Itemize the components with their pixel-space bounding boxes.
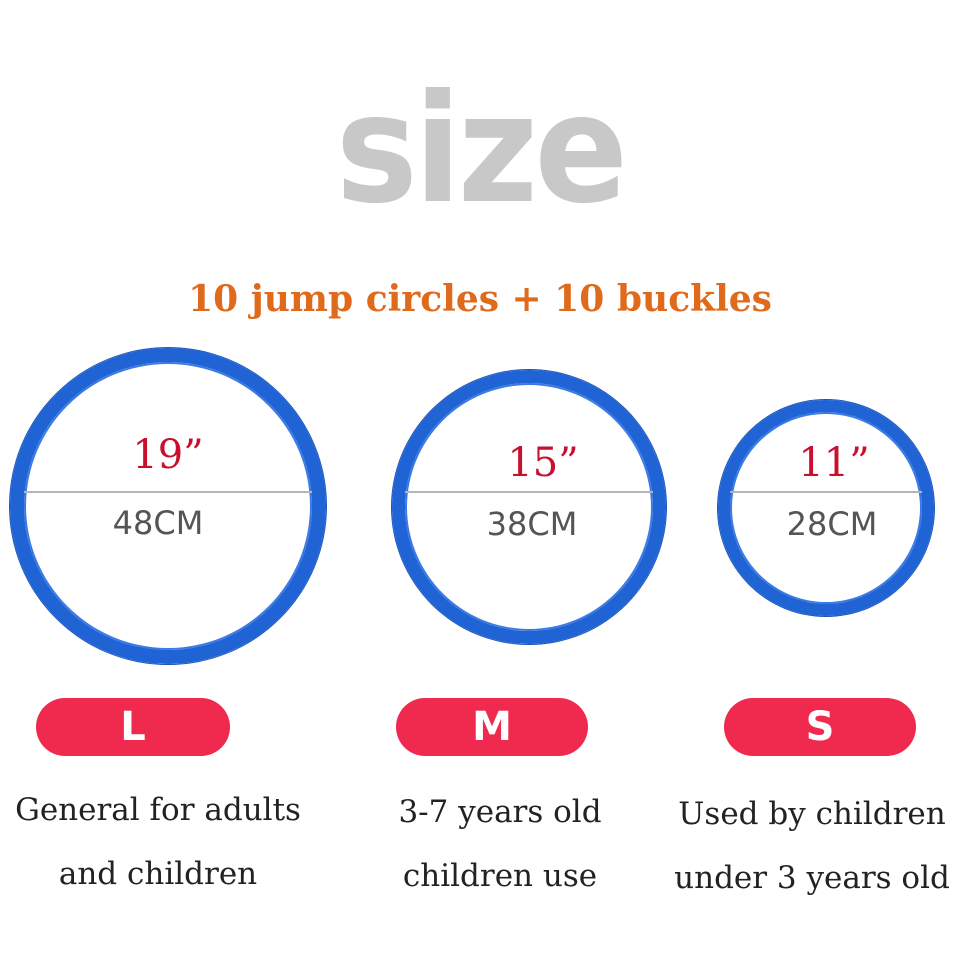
inch-label-large: 19” bbox=[132, 432, 204, 478]
inch-label-medium: 15” bbox=[507, 440, 579, 486]
description-small-line2: under 3 years old bbox=[674, 860, 950, 896]
cm-label-large: 48CM bbox=[112, 504, 204, 542]
description-medium: 3-7 years old children use bbox=[350, 780, 650, 908]
subtitle: 10 jump circles + 10 buckles bbox=[188, 278, 772, 320]
description-large-line2: and children bbox=[58, 856, 258, 892]
page-title: size bbox=[335, 63, 628, 237]
inch-label-small: 11” bbox=[798, 440, 870, 486]
description-small-line1: Used by children bbox=[678, 796, 946, 832]
size-badge-large: L bbox=[36, 698, 230, 756]
description-medium-line1: 3-7 years old bbox=[398, 794, 602, 830]
description-small: Used by children under 3 years old bbox=[664, 782, 960, 910]
size-badge-medium: M bbox=[396, 698, 588, 756]
diameter-line-large bbox=[24, 491, 312, 493]
cm-label-medium: 38CM bbox=[486, 505, 578, 543]
diameter-line-small bbox=[730, 491, 922, 493]
cm-label-small: 28CM bbox=[786, 505, 878, 543]
description-medium-line2: children use bbox=[402, 858, 598, 894]
description-large-line1: General for adults bbox=[15, 792, 301, 828]
size-badge-small: S bbox=[724, 698, 916, 756]
diameter-line-medium bbox=[405, 491, 653, 493]
description-large: General for adults and children bbox=[8, 778, 308, 906]
